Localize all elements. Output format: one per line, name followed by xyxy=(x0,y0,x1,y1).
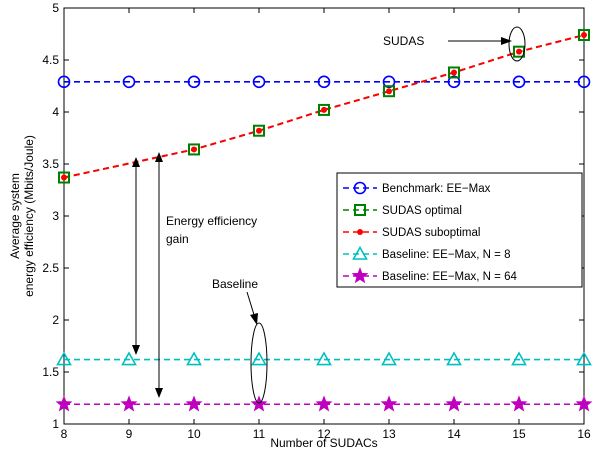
legend: Benchmark: EE−Max SUDAS optimal SUDAS subo… xyxy=(336,172,583,288)
baseline-annotation-text: Baseline xyxy=(212,277,258,291)
x-tick-label: 16 xyxy=(577,427,591,441)
data-point xyxy=(516,48,522,55)
x-tick-label: 13 xyxy=(382,427,396,441)
data-point xyxy=(191,146,197,153)
legend-box xyxy=(336,172,583,288)
data-point xyxy=(578,29,590,42)
x-tick-label: 15 xyxy=(512,427,526,441)
legend-label: Benchmark: EE−Max xyxy=(382,183,491,195)
x-tick-label: 11 xyxy=(253,427,266,441)
data-point xyxy=(447,75,461,89)
x-tick-label: 10 xyxy=(187,427,201,441)
data-point xyxy=(253,124,265,137)
gain-annotation-line-1: Energy efficiency xyxy=(166,214,257,228)
y-axis-label: Average system energy efficiency (Mbits/… xyxy=(8,135,36,297)
legend-label: Baseline: EE−Max, N = 8 xyxy=(382,249,510,261)
y-tick-label: 3 xyxy=(52,209,59,223)
sudas-annotation: SUDAS xyxy=(383,26,526,62)
baseline-annotation-arrowhead xyxy=(250,313,258,325)
y-tick-label: 2 xyxy=(52,313,59,327)
legend-marker xyxy=(351,267,369,284)
x-axis-label: Number of SUDACs xyxy=(270,436,377,450)
data-point xyxy=(512,75,526,89)
baseline-annotation: Baseline xyxy=(212,277,268,404)
data-point xyxy=(61,174,67,181)
data-point xyxy=(256,127,262,134)
data-point xyxy=(316,351,332,366)
data-point xyxy=(317,75,331,89)
sudas-annotation-arrowhead xyxy=(501,37,512,45)
legend-label: SUDAS suboptimal xyxy=(382,227,480,239)
data-point xyxy=(318,103,330,116)
series-markers xyxy=(55,29,592,412)
y-tick-label: 4 xyxy=(52,105,59,119)
x-tick-label: 8 xyxy=(61,427,68,441)
data-point xyxy=(510,395,528,412)
data-point xyxy=(122,75,136,89)
data-point xyxy=(575,395,592,412)
series-lines xyxy=(63,34,585,406)
data-point xyxy=(383,85,395,98)
data-point xyxy=(188,143,200,156)
legend-marker xyxy=(357,229,363,235)
y-axis-label-line-1: Average system xyxy=(8,173,22,259)
baseline-annotation-arrow xyxy=(246,291,256,319)
data-point xyxy=(315,395,333,412)
data-point xyxy=(55,395,73,412)
data-point xyxy=(252,75,266,89)
sudas-annotation-ellipse xyxy=(508,26,526,62)
data-point xyxy=(56,351,72,366)
gain-arrow-1-bottom-head xyxy=(132,345,140,355)
data-point xyxy=(120,395,138,412)
gain-annotation: Energy efficiency gain xyxy=(132,152,257,398)
y-tick-label: 3.5 xyxy=(42,157,59,171)
x-tick-label: 14 xyxy=(447,427,461,441)
data-point xyxy=(121,351,137,366)
data-point xyxy=(57,75,71,89)
gain-annotation-line-2: gain xyxy=(166,232,189,246)
gain-arrow-1-top-head xyxy=(132,157,140,167)
data-point xyxy=(382,75,396,89)
legend-label: Baseline: EE−Max, N = 64 xyxy=(382,271,517,283)
data-point xyxy=(58,171,70,184)
axis-ticks: 8 9 10 11 12 13 14 15 16 1 1.5 2 2.5 3 3.5 4 4.5 5 xyxy=(42,1,591,441)
data-point xyxy=(451,69,457,76)
data-point xyxy=(577,75,591,89)
legend-marker xyxy=(354,204,366,216)
sudas-annotation-text: SUDAS xyxy=(383,34,424,48)
x-tick-label: 9 xyxy=(126,427,133,441)
y-tick-label: 1.5 xyxy=(42,365,59,379)
data-point xyxy=(576,351,592,366)
data-point xyxy=(381,351,397,366)
y-axis-label-line-2: energy efficiency (Mbits/Joule) xyxy=(22,135,36,297)
data-point xyxy=(581,32,587,39)
data-point xyxy=(386,88,392,95)
y-tick-label: 2.5 xyxy=(42,261,59,275)
data-point xyxy=(186,351,202,366)
data-point xyxy=(185,395,203,412)
data-point xyxy=(446,351,462,366)
data-point xyxy=(321,106,327,113)
series-line-2 xyxy=(63,34,585,179)
y-tick-label: 1 xyxy=(52,417,59,431)
y-tick-label: 4.5 xyxy=(42,53,59,67)
y-tick-label: 5 xyxy=(52,1,59,15)
data-point xyxy=(380,395,398,412)
gain-arrow-2-top-head xyxy=(155,152,163,162)
data-point xyxy=(448,66,460,79)
gain-arrow-2-bottom-head xyxy=(155,388,163,398)
data-point xyxy=(445,395,463,412)
data-point xyxy=(187,75,201,89)
data-point xyxy=(511,351,527,366)
legend-marker xyxy=(352,245,368,260)
data-point xyxy=(250,395,268,412)
legend-marker xyxy=(353,181,367,195)
baseline-annotation-ellipse xyxy=(250,322,268,404)
legend-label: SUDAS optimal xyxy=(382,205,462,217)
x-tick-label: 12 xyxy=(317,427,331,441)
data-point xyxy=(251,351,267,366)
